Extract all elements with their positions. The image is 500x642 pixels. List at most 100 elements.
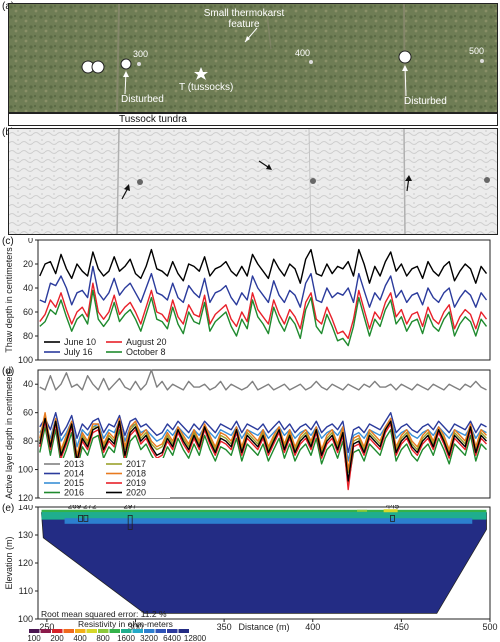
legend-label: 2020 [126,488,146,498]
d-ytick-label: 100 [18,465,33,475]
series-line-july-16 [39,265,488,308]
legend-label: October 8 [126,347,166,357]
colorbar-label: 12800 [184,634,207,642]
legend-label: 2017 [126,459,146,469]
chart-thaw-depth: 0 20 40 60 80 100 Thaw depth in centimeters Jun… [4,238,491,364]
d-ytick-label: 120 [18,493,33,502]
shaded-relief [9,129,497,234]
chart-resistivity: 269 272 297 445 100 110 120 130 140 250 300 350 400 4… [4,505,498,642]
colorbar-swatch [52,629,63,633]
d-ytick-label: 60 [23,408,33,418]
series-line-2018 [39,412,488,471]
e-ytick-label: 120 [18,558,33,568]
series-line-october-8 [39,289,488,347]
c-ytick-label: 60 [23,307,33,317]
borehole-label: 269 [68,505,82,510]
colorbar-label: 800 [96,634,110,642]
colorbar-swatch [98,629,109,633]
borehole-marker [390,514,395,522]
c-ytick-label: 80 [23,331,33,341]
e-xtick-label: 400 [305,622,320,632]
c-legend-box [40,336,170,358]
borehole-marker [83,514,89,522]
legend-label: June 10 [64,337,96,347]
marker-circle-2 [91,60,105,74]
c-ytick-label: 40 [23,283,33,293]
colorbar-swatch [63,629,74,633]
colorbar-label: 400 [73,634,87,642]
c-ylabel: Thaw depth in centimeters [4,247,14,353]
colorbar-swatch [29,629,40,633]
series-line-june-10 [39,248,488,284]
caption-box: Tussock tundra [8,113,498,126]
legend-label: August 20 [126,337,167,347]
star-icon [194,67,208,80]
e-xtick-label: 350 [217,622,232,632]
annotation-500: 500 [469,46,485,56]
surface-layer-green [41,509,487,513]
e-ytick-label: 110 [19,586,33,596]
e-ytick-label: 100 [18,614,33,624]
aerial-photo [9,4,497,112]
e-ytick-label: 140 [18,505,33,512]
annotation-tussocks: T (tussocks) [179,82,234,93]
borehole-label: 445 [386,505,400,510]
relief-dot-2 [310,178,316,184]
series-line-2019 [39,420,488,491]
colorbar-title: Resistivity in ohm-meters [78,619,173,629]
marker-dot-300 [137,62,141,66]
marker-circle-4 [398,50,412,64]
marker-dot-400 [309,60,313,64]
borehole-marker [127,514,133,530]
c-ytick-label: 0 [28,238,33,245]
relief-image [8,128,498,235]
annotation-400: 400 [295,48,311,58]
c-ytick-label: 20 [23,259,33,269]
legend-label: 2013 [64,459,84,469]
colorbar-label: 200 [50,634,64,642]
panel-c-label: (c) [2,236,14,247]
resistivity-body [41,512,487,614]
e-xtick-label: 300 [128,622,143,632]
chart-active-layer: 40 60 80 100 120 Active layer depth in centim… [4,368,491,502]
borehole-marker [78,514,83,522]
surface-layer-blue [64,518,473,524]
rmse-text: Root mean squared error: 11.2 % [41,609,167,619]
panel-e-label: (e) [2,503,15,514]
d-ylabel: Active layer depth in centimeters [4,368,14,499]
panel-d-label: (d) [2,366,15,377]
colorbar-label: 6400 [163,634,181,642]
colorbar-label: 3200 [140,634,158,642]
colorbar-swatch [144,629,155,633]
colorbar-label: 1600 [117,634,135,642]
annotation-disturbed-right: Disturbed [404,96,447,107]
e-ytick-label: 130 [18,530,33,540]
colorbar-swatch [132,629,143,633]
colorbar-label: 100 [27,634,41,642]
legend-label: 2019 [126,478,146,488]
d-legend-box [40,458,170,498]
surface-patch-yellow [383,509,398,513]
surface-layer-teal [41,511,487,520]
e-ylabel: Elevation (m) [4,536,14,589]
e-xtick-label: 250 [39,622,54,632]
d-ytick-label: 40 [23,379,33,389]
colorbar-swatch [109,629,120,633]
annotation-300: 300 [133,49,149,59]
legend-label: 2014 [64,469,84,479]
series-line-2013 [39,369,487,391]
e-xtick-label: 450 [394,622,409,632]
legend-label: 2015 [64,478,84,488]
e-xtick-label: 500 [482,622,497,632]
legend-label: 2016 [64,488,84,498]
aerial-image: Small thermokarst feature 300 400 500 Di… [8,3,498,113]
borehole-label: 297 [123,505,137,510]
colorbar-swatch [167,629,178,633]
marker-circle-3 [120,58,132,70]
e-xlabel: Distance (m) [238,622,289,632]
c-ytick-label: 100 [18,355,33,364]
legend-label: July 16 [64,347,93,357]
annotation-thermokarst: Small thermokarst feature [203,8,285,30]
caption-text: Tussock tundra [119,114,187,125]
